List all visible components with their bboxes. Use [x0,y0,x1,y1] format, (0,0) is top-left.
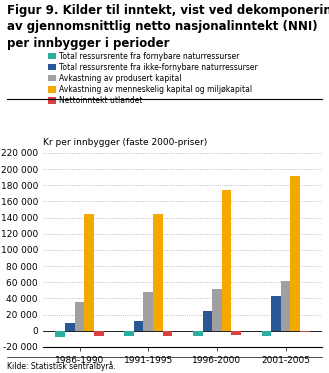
Bar [143,292,153,331]
Bar [262,331,271,336]
Bar [291,176,300,331]
Legend: Total ressursrente fra fornybare naturressurser, Total ressursrente fra ikke-for: Total ressursrente fra fornybare naturre… [47,50,259,107]
Bar [134,321,143,331]
Bar [84,214,94,331]
Bar [56,331,65,337]
Bar [163,331,172,336]
Bar [75,303,84,331]
Bar [231,331,241,335]
Bar [153,214,163,331]
Text: Kr per innbygger (faste 2000-priser): Kr per innbygger (faste 2000-priser) [43,138,207,147]
Bar [203,310,212,331]
Text: Figur 9. Kilder til inntekt, vist ved dekomponering
av gjennomsnittlig netto nas: Figur 9. Kilder til inntekt, vist ved de… [7,4,329,50]
Bar [94,331,104,336]
Bar [222,190,231,331]
Text: Kilde: Statistisk sentralbyrå.: Kilde: Statistisk sentralbyrå. [7,361,115,371]
Bar [300,331,310,332]
Bar [271,296,281,331]
Bar [212,289,222,331]
Bar [193,331,203,336]
Bar [124,331,134,336]
Bar [281,281,291,331]
Bar [65,323,75,331]
